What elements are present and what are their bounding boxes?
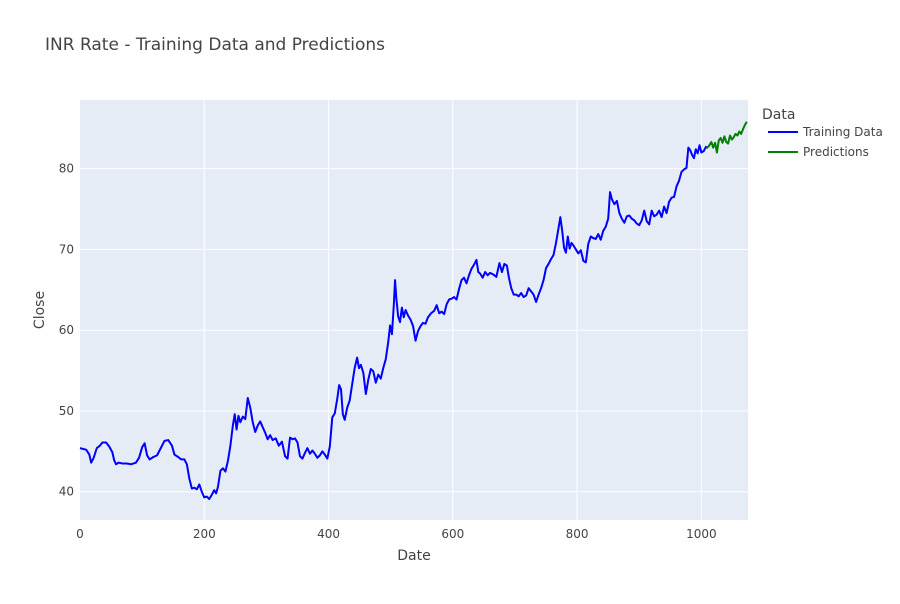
legend-item-training-data[interactable]: Training Data <box>768 125 883 139</box>
grid-lines <box>80 100 748 520</box>
y-tick-label: 70 <box>59 242 74 256</box>
plot-area <box>80 100 748 520</box>
x-tick-label: 600 <box>441 527 464 541</box>
x-tick-label: 800 <box>566 527 589 541</box>
legend[interactable]: Data Training Data Predictions <box>762 107 883 159</box>
legend-item-predictions[interactable]: Predictions <box>768 145 869 159</box>
legend-items[interactable]: Training Data Predictions <box>768 125 883 159</box>
chart-title: INR Rate - Training Data and Predictions <box>45 35 385 55</box>
y-tick-label: 60 <box>59 323 74 337</box>
y-axis-label: Close <box>32 291 48 329</box>
x-tick-label: 200 <box>193 527 216 541</box>
x-tick-label: 1000 <box>686 527 717 541</box>
legend-label: Predictions <box>803 145 869 159</box>
series-line-predictions <box>705 121 748 154</box>
y-tick-label: 40 <box>59 485 74 499</box>
series-line-training-data <box>79 144 708 500</box>
x-tick-label: 0 <box>76 527 84 541</box>
y-tick-label: 80 <box>59 162 74 176</box>
x-axis-label: Date <box>397 548 430 564</box>
tick-labels: 0 200 400 600 800 1000 40 50 60 70 80 <box>59 162 717 541</box>
series-lines <box>79 121 748 500</box>
legend-title: Data <box>762 107 795 123</box>
y-tick-label: 50 <box>59 404 74 418</box>
legend-label: Training Data <box>802 125 883 139</box>
x-tick-label: 400 <box>317 527 340 541</box>
